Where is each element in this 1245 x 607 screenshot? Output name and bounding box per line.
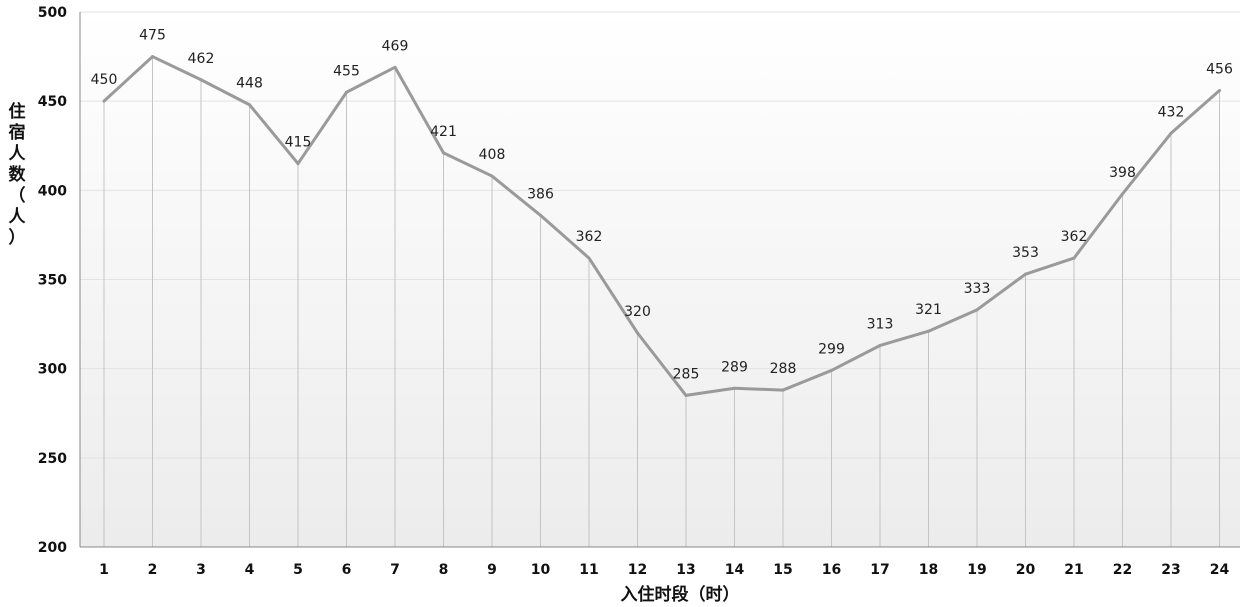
data-point bbox=[102, 99, 106, 103]
x-axis-title: 入住时段（时） bbox=[621, 584, 740, 605]
x-tick-label: 18 bbox=[919, 562, 938, 578]
data-point bbox=[927, 329, 930, 333]
y-tick-label: 400 bbox=[38, 183, 67, 199]
axes bbox=[79, 12, 1240, 548]
data-label: 299 bbox=[818, 341, 845, 357]
data-point bbox=[442, 151, 445, 155]
data-point bbox=[490, 174, 494, 178]
y-tick-label: 500 bbox=[38, 5, 67, 21]
x-tick-label: 2 bbox=[148, 562, 158, 578]
y-tick-labels: 200 250 300 350 400 450 500 bbox=[38, 5, 67, 556]
data-point bbox=[1169, 131, 1173, 135]
data-point bbox=[587, 256, 591, 260]
y-axis-title-char: 人 bbox=[9, 207, 27, 227]
data-label: 462 bbox=[188, 51, 215, 67]
data-point bbox=[1121, 192, 1124, 196]
data-label: 415 bbox=[285, 135, 312, 151]
data-label: 450 bbox=[91, 72, 118, 88]
series bbox=[102, 55, 1221, 397]
x-tick-label: 22 bbox=[1113, 562, 1132, 578]
x-tick-label: 8 bbox=[439, 562, 449, 578]
y-tick-label: 300 bbox=[38, 362, 67, 378]
data-label: 333 bbox=[964, 281, 991, 297]
x-tick-label: 20 bbox=[1016, 562, 1036, 578]
data-labels: 450 475 462 448 415 455 469 421 408 386 362 320 285 2… bbox=[91, 28, 1233, 383]
x-tick-label: 24 bbox=[1210, 562, 1230, 578]
data-point bbox=[636, 331, 639, 335]
y-axis-title-char: （ bbox=[9, 185, 26, 206]
data-label: 408 bbox=[479, 147, 506, 163]
x-tick-label: 5 bbox=[293, 562, 303, 578]
data-label: 475 bbox=[139, 28, 166, 44]
data-label: 432 bbox=[1158, 104, 1185, 120]
data-point bbox=[1218, 88, 1221, 92]
x-tick-label: 1 bbox=[99, 562, 109, 578]
x-tick-label: 3 bbox=[196, 562, 206, 578]
x-tick-label: 12 bbox=[628, 562, 647, 578]
data-label: 398 bbox=[1109, 165, 1136, 181]
data-point bbox=[199, 78, 203, 82]
x-tick-label: 9 bbox=[487, 562, 497, 578]
data-label: 455 bbox=[333, 63, 360, 79]
x-tick-label: 19 bbox=[967, 562, 986, 578]
x-tick-label: 23 bbox=[1161, 562, 1180, 578]
data-label: 321 bbox=[915, 302, 942, 318]
data-label: 386 bbox=[527, 186, 554, 202]
data-label: 362 bbox=[1061, 229, 1088, 245]
data-label: 289 bbox=[721, 359, 748, 375]
y-axis-title-char: 数 bbox=[9, 164, 27, 185]
data-point bbox=[878, 343, 882, 347]
x-tick-label: 21 bbox=[1064, 562, 1083, 578]
data-point bbox=[1024, 272, 1027, 276]
data-point bbox=[781, 388, 785, 392]
y-axis-title: 住宿人数（人） bbox=[9, 101, 27, 248]
data-label: 288 bbox=[770, 361, 797, 377]
data-point bbox=[684, 393, 688, 397]
y-axis-title-char: 人 bbox=[9, 144, 27, 164]
x-tick-label: 10 bbox=[531, 562, 551, 578]
data-label: 456 bbox=[1206, 61, 1233, 77]
x-tick-label: 17 bbox=[870, 562, 889, 578]
y-tick-label: 250 bbox=[38, 451, 67, 467]
data-point bbox=[393, 65, 397, 69]
x-tick-label: 11 bbox=[579, 562, 598, 578]
x-tick-label: 6 bbox=[342, 562, 352, 578]
data-label: 421 bbox=[430, 124, 457, 140]
data-point bbox=[1072, 256, 1076, 260]
x-tick-label: 13 bbox=[676, 562, 695, 578]
data-point bbox=[345, 90, 348, 94]
y-axis-title-char: ） bbox=[9, 227, 26, 248]
series-line bbox=[102, 55, 1221, 397]
y-axis-title-char: 住 bbox=[9, 101, 26, 122]
x-tick-label: 14 bbox=[725, 562, 745, 578]
data-point bbox=[975, 308, 979, 312]
data-label: 362 bbox=[576, 229, 603, 245]
y-tick-label: 200 bbox=[38, 540, 67, 556]
data-point bbox=[733, 386, 736, 390]
data-label: 285 bbox=[673, 366, 700, 382]
y-tick-label: 450 bbox=[38, 94, 67, 110]
x-tick-labels: 1 2 3 4 5 6 7 8 9 10 11 12 13 14 15 16 17 18 19 20 21 22 23 24 bbox=[99, 562, 1229, 578]
y-tick-label: 350 bbox=[38, 273, 67, 289]
drop-lines bbox=[103, 56, 1220, 547]
y-axis-title-char: 宿 bbox=[9, 122, 26, 143]
data-point bbox=[830, 368, 833, 372]
x-tick-label: 7 bbox=[390, 562, 400, 578]
data-point bbox=[539, 213, 542, 217]
x-tick-label: 15 bbox=[773, 562, 792, 578]
data-label: 448 bbox=[236, 76, 263, 92]
data-label: 313 bbox=[867, 316, 894, 332]
data-point bbox=[296, 162, 300, 166]
x-tick-label: 4 bbox=[245, 562, 255, 578]
data-point bbox=[151, 55, 154, 59]
x-tick-label: 16 bbox=[822, 562, 841, 578]
data-label: 469 bbox=[382, 38, 409, 54]
data-label: 353 bbox=[1012, 245, 1039, 261]
data-label: 320 bbox=[624, 304, 651, 320]
data-point bbox=[248, 103, 251, 107]
